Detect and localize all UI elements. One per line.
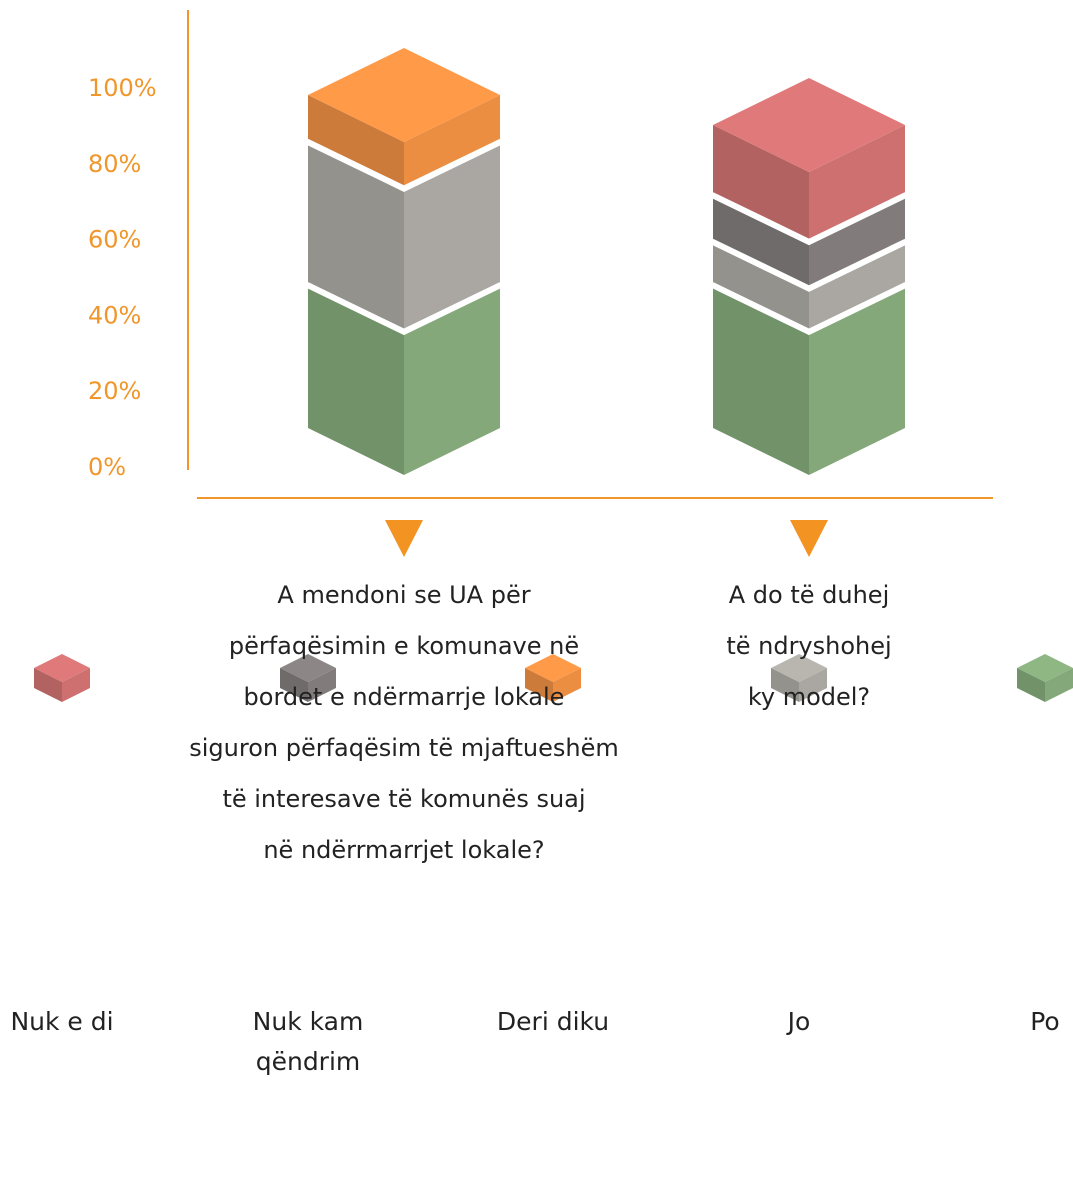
bar-face <box>404 284 500 475</box>
legend-swatch <box>771 668 799 702</box>
legend-swatch <box>62 668 90 702</box>
bar-segment <box>710 77 908 246</box>
legend-label: Deri diku <box>496 1007 610 1036</box>
legend-swatch <box>1017 668 1045 702</box>
bar-face <box>308 141 404 332</box>
legend-swatch <box>280 668 308 702</box>
bar-segment <box>308 284 500 475</box>
bar-segment <box>710 241 908 336</box>
legend-swatch <box>525 668 553 702</box>
legend-swatch <box>1045 668 1073 702</box>
bar-face <box>404 95 500 189</box>
bar-face <box>713 241 809 332</box>
segment-gap <box>305 138 503 192</box>
category-marker <box>385 520 423 557</box>
bar-segment <box>305 141 503 336</box>
bar-face <box>713 77 905 172</box>
y-tick-label: 60% <box>88 226 141 254</box>
y-tick-label: 20% <box>88 377 141 405</box>
bar-face <box>809 284 905 475</box>
bar-segment <box>305 48 503 192</box>
bar-face <box>809 241 905 332</box>
bar-face <box>809 124 905 242</box>
legend-label: Nuk kam qëndrim <box>252 1007 364 1076</box>
bar-face <box>308 284 404 475</box>
segment-gap <box>305 282 503 336</box>
bar-face <box>308 95 404 189</box>
legend-label: Jo <box>787 1007 811 1036</box>
bar-face <box>713 124 809 242</box>
bar-face <box>713 284 809 475</box>
bar-face <box>809 194 905 289</box>
bar-face <box>404 141 500 332</box>
legend-swatch <box>34 668 62 702</box>
segment-gap <box>710 282 908 336</box>
category-label: A mendoni se UA për përfaqësimin e komun… <box>189 581 619 864</box>
category-marker <box>790 520 828 557</box>
y-tick-label: 80% <box>88 150 141 178</box>
bar-segment <box>713 284 905 475</box>
segment-gap <box>710 192 908 246</box>
legend-label: Nuk e di <box>10 1007 114 1036</box>
legend-swatch <box>553 668 581 702</box>
legend-label: Po <box>1030 1007 1060 1036</box>
y-tick-label: 100% <box>88 74 157 102</box>
segment-gap <box>710 238 908 292</box>
category-label: A do të duhej të ndryshohej ky model? <box>726 581 892 711</box>
legend-swatch <box>308 668 336 702</box>
bar-face <box>308 48 500 142</box>
bar-segment <box>710 194 908 292</box>
y-tick-label: 0% <box>88 453 126 481</box>
legend-swatch <box>799 668 827 702</box>
y-tick-label: 40% <box>88 301 141 329</box>
bar-face <box>713 194 809 289</box>
